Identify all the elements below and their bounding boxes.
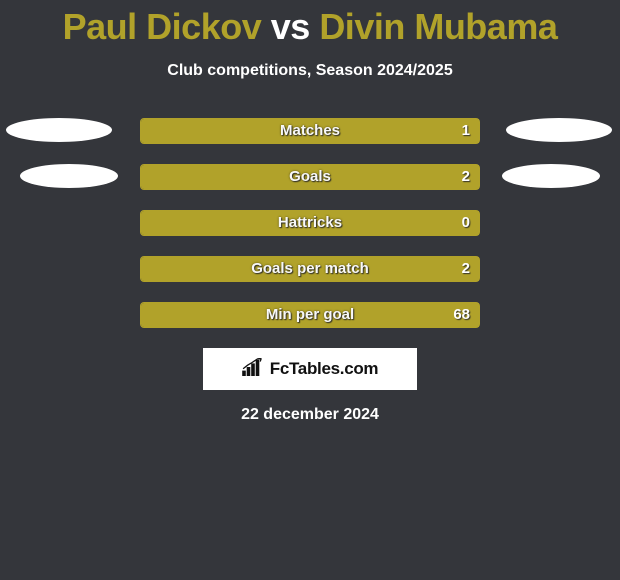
stat-track [140, 118, 480, 144]
stat-track [140, 256, 480, 282]
stat-fill [141, 119, 479, 143]
left-ellipse-icon [20, 164, 118, 188]
stat-fill [141, 211, 479, 235]
stat-value-right: 1 [462, 118, 470, 144]
stat-track [140, 210, 480, 236]
stat-track [140, 302, 480, 328]
date-text: 22 december 2024 [0, 406, 620, 424]
right-ellipse-icon [506, 118, 612, 142]
stat-value-right: 2 [462, 256, 470, 282]
stat-row: Min per goal68 [0, 302, 620, 328]
player1-name: Paul Dickov [63, 6, 262, 47]
stat-fill [141, 165, 479, 189]
stat-value-right: 68 [453, 302, 470, 328]
stat-fill [141, 257, 479, 281]
brand-box: FcTables.com [203, 348, 417, 390]
player2-name: Divin Mubama [319, 6, 557, 47]
stat-row: Matches1 [0, 118, 620, 144]
stat-row: Hattricks0 [0, 210, 620, 236]
bar-chart-icon [242, 358, 264, 381]
stat-fill [141, 303, 479, 327]
stat-row: Goals per match2 [0, 256, 620, 282]
left-ellipse-icon [6, 118, 112, 142]
comparison-chart: Matches1 Goals2 Hattricks0 Goals per match2… [0, 118, 620, 328]
page-title: Paul Dickov vs Divin Mubama [0, 0, 620, 48]
right-ellipse-icon [502, 164, 600, 188]
stat-value-right: 2 [462, 164, 470, 190]
brand-text: FcTables.com [270, 359, 379, 379]
stat-row: Goals2 [0, 164, 620, 190]
subtitle: Club competitions, Season 2024/2025 [0, 62, 620, 80]
vs-text: vs [271, 6, 310, 47]
stat-track [140, 164, 480, 190]
stat-value-right: 0 [462, 210, 470, 236]
